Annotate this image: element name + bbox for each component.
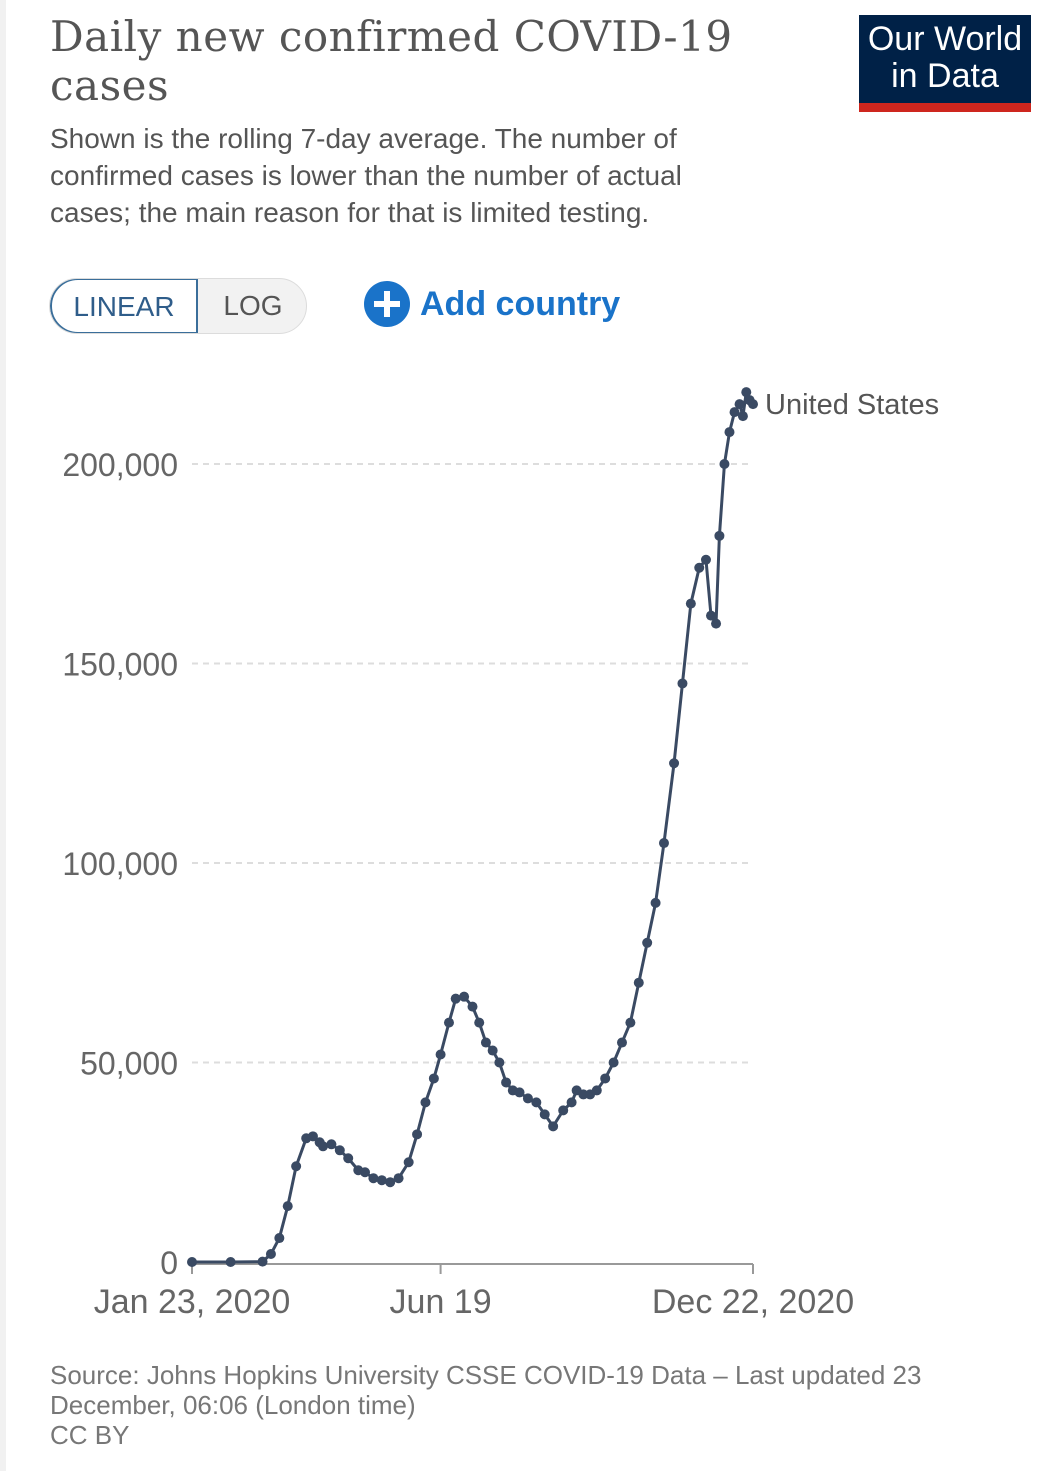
- data-point: [700, 554, 711, 565]
- series-label: United States: [765, 389, 939, 421]
- data-point: [494, 1057, 505, 1068]
- linear-scale-button[interactable]: LINEAR: [50, 279, 198, 333]
- data-point: [566, 1097, 577, 1108]
- data-point: [282, 1201, 293, 1212]
- data-point: [633, 977, 644, 988]
- y-tick-label: 50,000: [80, 1046, 178, 1082]
- data-point: [591, 1085, 602, 1096]
- data-point: [650, 897, 661, 908]
- data-point: [625, 1017, 636, 1028]
- data-point: [531, 1097, 542, 1108]
- y-tick-label: 200,000: [62, 447, 178, 483]
- data-point: [412, 1129, 423, 1140]
- data-point: [642, 937, 653, 948]
- data-point: [343, 1153, 354, 1164]
- data-point: [265, 1249, 276, 1260]
- data-point: [480, 1037, 491, 1048]
- data-point: [748, 399, 758, 410]
- logo-line-2: in Data: [891, 57, 999, 95]
- log-scale-button[interactable]: LOG: [223, 290, 283, 321]
- data-point: [658, 838, 669, 849]
- x-tick-label: Jan 23, 2020: [94, 1283, 291, 1320]
- line-chart: 0 50,000 100,000 150,000 200,000 Jan 23, 2020…: [62, 387, 939, 1320]
- data-point: [669, 758, 680, 769]
- series-line: [192, 390, 755, 1264]
- data-point: [729, 407, 740, 418]
- data-point: [225, 1257, 236, 1267]
- data-point: [522, 1093, 533, 1104]
- data-point: [600, 1073, 611, 1084]
- data-point: [450, 993, 461, 1004]
- data-point: [677, 678, 688, 689]
- data-point: [487, 1045, 498, 1056]
- data-point: [257, 1256, 268, 1267]
- x-tick-label: Jun 19: [390, 1283, 492, 1320]
- chart-subtitle: Shown is the rolling 7-day average. The …: [50, 123, 682, 228]
- owid-logo[interactable]: Our World in Data: [859, 15, 1031, 112]
- logo-line-1: Our World: [867, 20, 1023, 58]
- data-point: [501, 1077, 512, 1088]
- data-point: [558, 1105, 569, 1116]
- plus-circle-icon: [364, 281, 410, 327]
- data-point: [741, 387, 752, 398]
- data-point: [706, 610, 717, 621]
- y-tick-label: 0: [160, 1245, 178, 1281]
- data-point: [420, 1097, 431, 1108]
- license-note: CC BY: [50, 1420, 130, 1450]
- data-point: [474, 1017, 485, 1028]
- data-point: [385, 1177, 396, 1188]
- data-point: [608, 1057, 619, 1068]
- data-point: [428, 1073, 439, 1084]
- scale-toggle: LINEAR LOG: [49, 278, 307, 334]
- data-point: [318, 1141, 329, 1152]
- data-point: [368, 1173, 379, 1184]
- data-point: [376, 1175, 387, 1186]
- data-point: [307, 1131, 318, 1142]
- data-point: [548, 1121, 559, 1132]
- data-point: [514, 1087, 525, 1098]
- data-point: [274, 1233, 285, 1244]
- data-point: [334, 1145, 345, 1156]
- data-point: [435, 1049, 446, 1060]
- chart-title: Daily new confirmed COVID-19 cases: [50, 12, 733, 110]
- data-point: [616, 1037, 627, 1048]
- x-tick-label: Dec 22, 2020: [652, 1283, 854, 1320]
- data-point: [714, 530, 725, 541]
- data-point: [291, 1161, 302, 1172]
- data-point: [459, 991, 470, 1002]
- data-point: [443, 1017, 454, 1028]
- data-point: [719, 459, 730, 469]
- y-tick-label: 150,000: [62, 647, 178, 683]
- data-point: [724, 427, 735, 438]
- add-country-label: Add country: [420, 284, 621, 323]
- y-tick-label: 100,000: [62, 846, 178, 882]
- data-point: [467, 1001, 478, 1012]
- data-point: [539, 1109, 550, 1120]
- data-point: [685, 598, 696, 609]
- data-point: [403, 1157, 414, 1168]
- add-country-button[interactable]: Add country: [364, 280, 620, 328]
- data-point: [360, 1167, 371, 1178]
- data-point: [734, 399, 745, 410]
- data-point: [737, 411, 748, 422]
- page-edge: [0, 0, 6, 1471]
- data-point: [711, 618, 722, 629]
- data-point: [694, 562, 705, 573]
- data-point: [393, 1173, 404, 1184]
- data-point: [187, 1257, 197, 1267]
- data-point: [326, 1139, 337, 1150]
- source-note: Source: Johns Hopkins University CSSE CO…: [50, 1360, 922, 1420]
